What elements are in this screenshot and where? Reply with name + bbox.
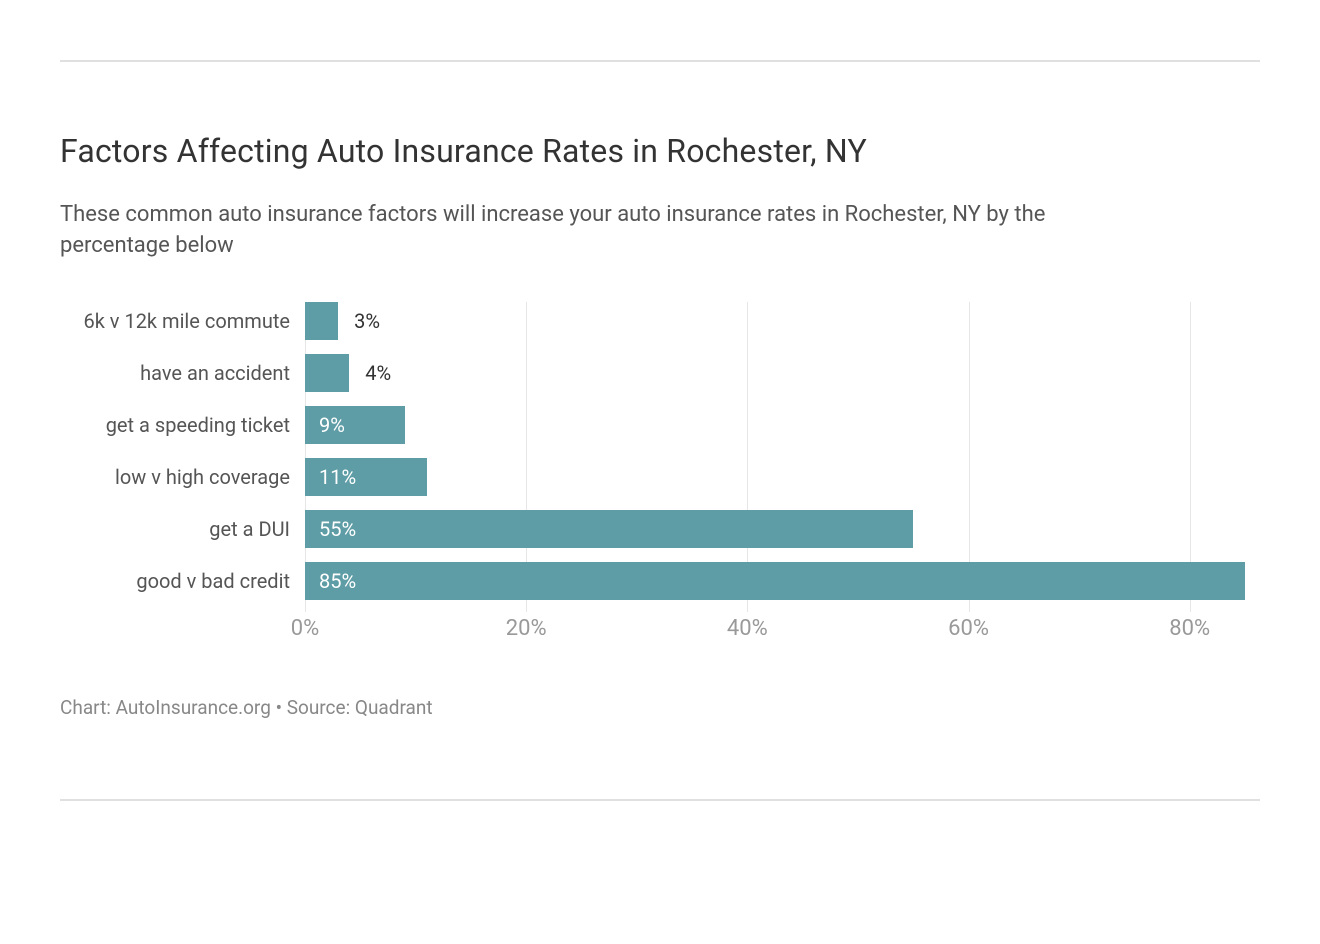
bar-row: 85% [305,562,1245,600]
bar [305,510,913,548]
category-label: get a DUI [60,517,290,541]
x-axis-tick-label: 80% [1169,616,1210,641]
bar-value-label: 55% [311,517,356,541]
chart-attribution: Chart: AutoInsurance.org • Source: Quadr… [60,696,1260,719]
bar-row: 4% [305,354,1245,392]
category-label: low v high coverage [60,465,290,489]
chart-subtitle: These common auto insurance factors will… [60,200,1110,262]
category-label: good v bad credit [60,569,290,593]
divider-top [60,60,1260,62]
bar-row: 11% [305,458,1245,496]
bar-value-label: 9% [311,413,345,437]
bar-row: 55% [305,510,1245,548]
bar [305,354,349,392]
divider-bottom [60,799,1260,801]
x-axis-tick-label: 20% [506,616,547,641]
bar-value-label: 11% [311,465,356,489]
chart-title: Factors Affecting Auto Insurance Rates i… [60,132,1260,170]
category-label: have an accident [60,361,290,385]
x-axis-tick-label: 60% [948,616,989,641]
category-label: get a speeding ticket [60,413,290,437]
chart-container: 3% 4% 9% 11% 55% 85% 0% 20% 40% 60% 80% 6k v 12k … [60,302,1260,656]
category-label: 6k v 12k mile commute [60,309,290,333]
bar [305,562,1245,600]
bar [305,302,338,340]
bar-row: 9% [305,406,1245,444]
chart-x-axis: 0%20%40%60%80% [305,616,1245,656]
x-axis-tick-label: 40% [727,616,768,641]
bar-value-label: 4% [357,361,391,385]
x-axis-tick-label: 0% [291,616,319,641]
bar-row: 3% [305,302,1245,340]
bar-value-label: 3% [346,309,380,333]
chart-plot-area: 3% 4% 9% 11% 55% 85% [305,302,1245,612]
bar-value-label: 85% [311,569,356,593]
chart-category-labels: 6k v 12k mile commute have an accident get… [60,302,305,612]
